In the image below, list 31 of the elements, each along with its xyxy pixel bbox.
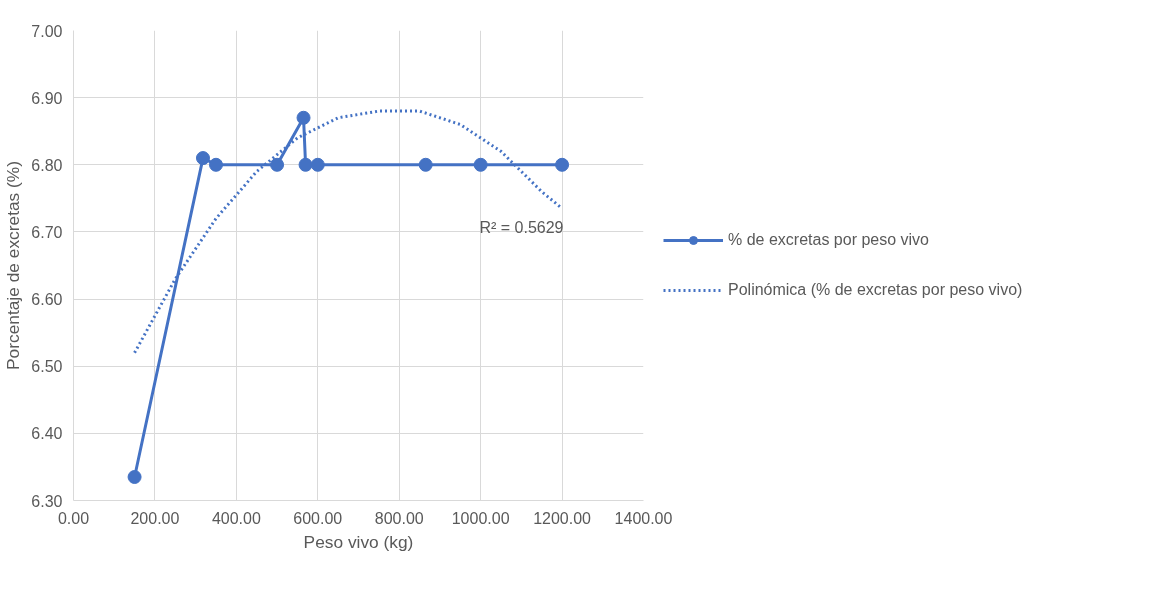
point: [127, 470, 142, 484]
y-tick-label: 6.80: [31, 156, 63, 174]
x-tick-label: 1200.00: [533, 509, 592, 527]
y-tick-label: 6.40: [31, 425, 63, 443]
point: [418, 157, 433, 172]
x-tick-label: 800.00: [374, 509, 424, 527]
point: [298, 157, 313, 172]
x-tick-label: 0.00: [57, 509, 90, 527]
y-tick-label: 6.60: [31, 291, 63, 309]
x-tick-label: 600.00: [293, 509, 343, 527]
x-tick-label: 200.00: [130, 509, 180, 527]
x-tick-label: 1000.00: [451, 509, 510, 527]
point: [473, 157, 488, 172]
point: [555, 157, 570, 172]
y-tick-label: 6.50: [31, 358, 63, 376]
y-tick-label: 6.90: [31, 89, 63, 107]
annotation: R² = 0.5629: [479, 218, 564, 236]
point: [310, 157, 325, 172]
y-tick-label: 7.00: [31, 22, 63, 40]
point: [195, 151, 210, 166]
x-tick-label: 400.00: [211, 509, 261, 527]
y-tick-label: 6.70: [31, 223, 63, 241]
x-tick-label: 1400.00: [614, 509, 673, 527]
legend-label: Polinómica (% de excretas por peso vivo): [728, 281, 1023, 299]
point: [270, 157, 285, 172]
y-tick-label: 6.30: [31, 492, 63, 510]
legend-label: % de excretas por peso vivo: [728, 231, 929, 249]
point: [296, 110, 311, 125]
y-axis-title: Porcentaje de excretas (%): [3, 161, 24, 370]
x-axis-title: Peso vivo (kg): [303, 531, 414, 552]
point: [209, 157, 223, 172]
